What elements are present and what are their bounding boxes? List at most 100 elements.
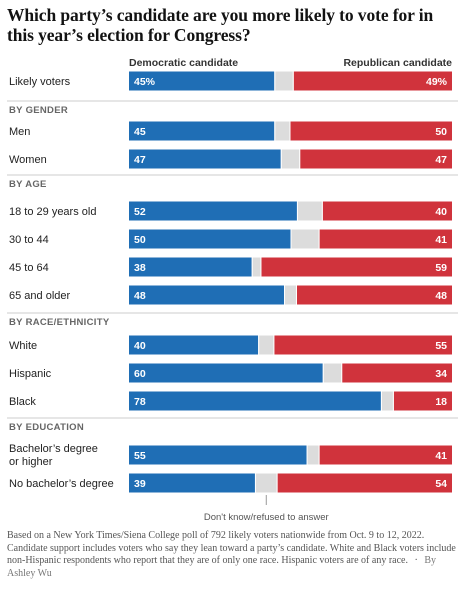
- bar-separator: [322, 363, 324, 383]
- bar-separator: [260, 257, 262, 277]
- row-label: Bachelor’s degree or higher: [9, 443, 98, 468]
- footnote-text: Based on a New York Times/Siena College …: [7, 530, 456, 567]
- bar-undecided: [274, 121, 291, 141]
- label-democratic: 50: [134, 234, 146, 246]
- bar-separator: [276, 473, 278, 493]
- label-republican: 47: [435, 154, 447, 166]
- label-republican: 34: [435, 368, 447, 380]
- bar-republican: [274, 335, 452, 355]
- bar-democratic: [129, 229, 291, 249]
- row-label: Likely voters: [9, 76, 71, 88]
- bar-democratic: [129, 473, 255, 493]
- bar-undecided: [258, 335, 275, 355]
- group-header: BY RACE/ETHNICITY: [9, 317, 110, 328]
- bar-undecided: [322, 363, 343, 383]
- bar-separator: [392, 391, 394, 411]
- bar-separator: [341, 363, 343, 383]
- bar-separator: [321, 201, 323, 221]
- label-democratic: 39: [134, 478, 146, 490]
- label-democratic: 78: [134, 396, 146, 408]
- label-democratic: 45: [134, 126, 146, 138]
- group-header: BY EDUCATION: [9, 422, 84, 433]
- bar-undecided: [290, 229, 320, 249]
- row-label: Black: [9, 396, 36, 408]
- bar-separator: [318, 229, 320, 249]
- bar-separator: [292, 71, 294, 91]
- group-header: BY GENDER: [9, 105, 68, 116]
- bar-separator: [289, 121, 291, 141]
- label-republican: 59: [435, 262, 447, 274]
- label-democratic: 38: [134, 262, 146, 274]
- label-republican: 41: [435, 234, 447, 246]
- legend-undecided: Don't know/refused to answer: [204, 512, 329, 523]
- bar-undecided: [280, 149, 301, 169]
- bar-separator: [306, 445, 308, 465]
- label-republican: 48: [435, 290, 447, 302]
- label-republican: 18: [435, 396, 447, 408]
- row-label: 65 and older: [9, 290, 70, 302]
- bar-separator: [284, 285, 286, 305]
- bar-democratic: [129, 391, 381, 411]
- label-republican: 41: [435, 450, 447, 462]
- label-democratic: 60: [134, 368, 146, 380]
- label-democratic: 40: [134, 340, 146, 352]
- bar-republican: [261, 257, 452, 277]
- bar-democratic: [129, 201, 297, 221]
- legend-democratic: Democratic candidate: [129, 57, 239, 69]
- footnote-separator: ·: [414, 555, 418, 567]
- bar-republican: [277, 473, 452, 493]
- group-header: BY AGE: [9, 179, 47, 190]
- bar-republican: [296, 285, 452, 305]
- bar-separator: [274, 121, 276, 141]
- bar-undecided: [296, 201, 323, 221]
- label-republican: 49%: [426, 76, 448, 88]
- label-republican: 50: [435, 126, 447, 138]
- label-democratic: 52: [134, 206, 146, 218]
- bar-republican: [300, 149, 452, 169]
- legend-republican: Republican candidate: [343, 57, 452, 69]
- row-label: 45 to 64: [9, 262, 49, 274]
- label-democratic: 55: [134, 450, 146, 462]
- bar-republican: [319, 445, 452, 465]
- bar-republican: [319, 229, 452, 249]
- bar-democratic: [129, 121, 275, 141]
- bar-democratic: [129, 257, 252, 277]
- bar-separator: [273, 335, 275, 355]
- bar-undecided: [306, 445, 320, 465]
- bar-republican: [290, 121, 452, 141]
- bar-separator: [274, 71, 276, 91]
- bar-separator: [296, 201, 298, 221]
- bar-separator: [258, 335, 260, 355]
- bar-republican: [322, 201, 452, 221]
- label-republican: 40: [435, 206, 447, 218]
- row-label: White: [9, 340, 37, 352]
- byline: By Ashley Wu: [7, 555, 436, 579]
- bar-republican: [293, 71, 452, 91]
- bar-separator: [380, 391, 382, 411]
- bar-separator: [299, 149, 301, 169]
- label-democratic: 48: [134, 290, 146, 302]
- bar-undecided: [274, 71, 294, 91]
- bar-separator: [290, 229, 292, 249]
- bar-undecided: [251, 257, 262, 277]
- bar-democratic: [129, 335, 259, 355]
- bar-democratic: [129, 445, 307, 465]
- row-label: 18 to 29 years old: [9, 206, 96, 218]
- label-democratic: 45%: [134, 76, 156, 88]
- label-republican: 54: [435, 478, 447, 490]
- bar-democratic: [129, 71, 275, 91]
- row-label: Hispanic: [9, 368, 52, 380]
- row-label: No bachelor’s degree: [9, 478, 114, 490]
- bar-separator: [254, 473, 256, 493]
- row-label: Women: [9, 154, 47, 166]
- bar-undecided: [284, 285, 297, 305]
- bar-democratic: [129, 149, 281, 169]
- bar-undecided: [254, 473, 278, 493]
- bar-democratic: [129, 285, 285, 305]
- bar-separator: [295, 285, 297, 305]
- label-democratic: 47: [134, 154, 146, 166]
- label-republican: 55: [435, 340, 447, 352]
- chart-title: Which party’s candidate are you more lik…: [7, 5, 434, 45]
- row-label: 30 to 44: [9, 234, 49, 246]
